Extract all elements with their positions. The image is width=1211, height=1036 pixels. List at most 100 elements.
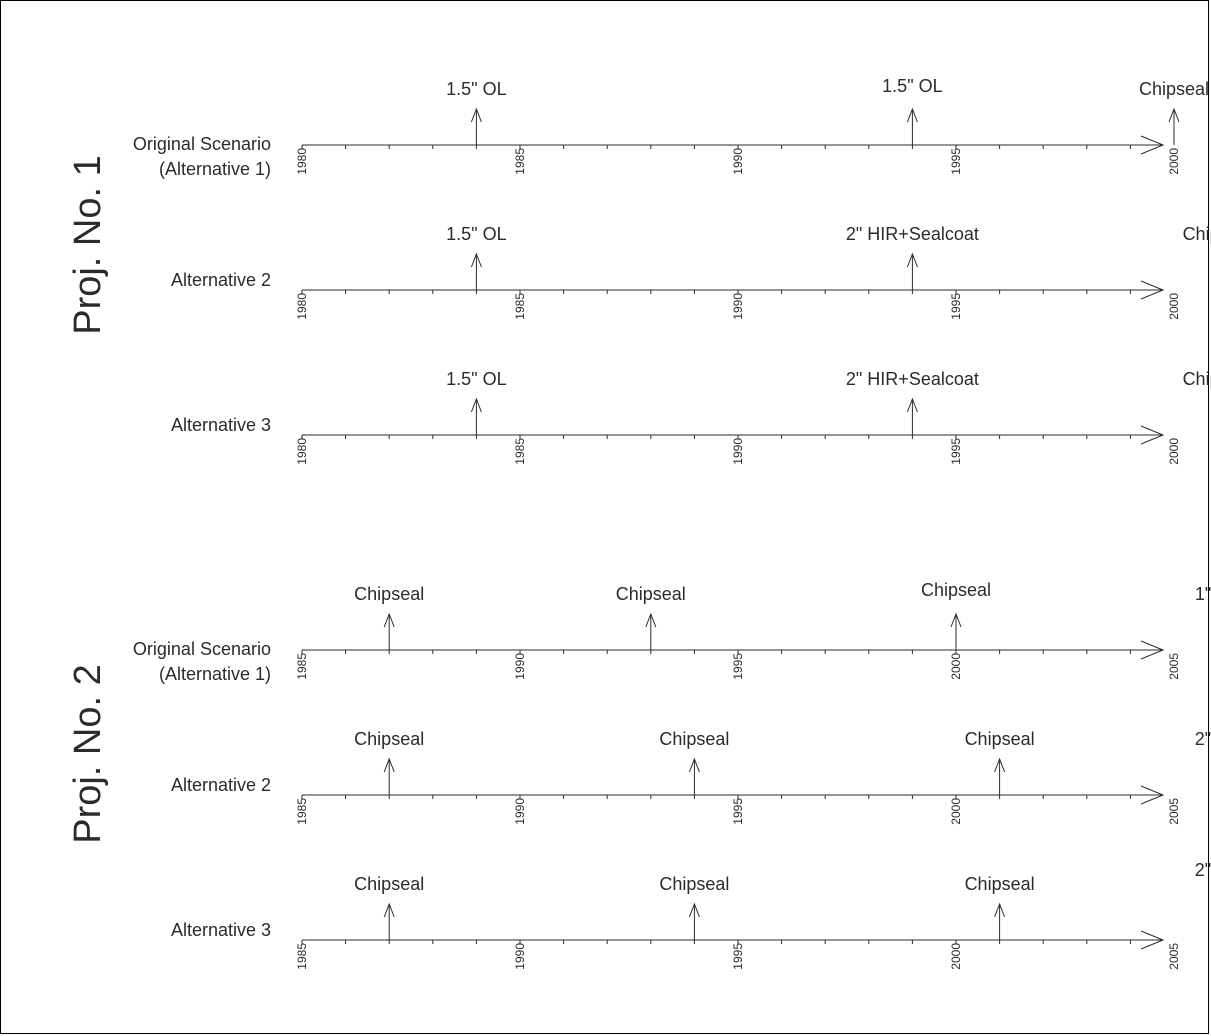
year-tick-label: 1985 [295, 943, 309, 970]
treatment-label: Chipseal [354, 729, 424, 749]
year-tick-label: 1995 [731, 798, 745, 825]
treatment-label: 2" HIR+Sealcoat [1195, 729, 1211, 749]
year-tick-label: 1990 [731, 148, 745, 175]
event-arrowhead [994, 902, 1006, 918]
year-tick-label: 1995 [731, 943, 745, 970]
year-tick-label: 1985 [295, 653, 309, 680]
treatment-event: 2" HIR+Sealcoat [846, 369, 979, 435]
year-tick-label: 2000 [1167, 438, 1181, 465]
event-arrowhead [383, 612, 395, 628]
year-tick-label: 1995 [949, 293, 963, 320]
axis-arrowhead [1140, 640, 1165, 660]
treatment-event: Chipseal [965, 729, 1035, 795]
treatment-event: Chipseal [1183, 369, 1211, 389]
timeline-label: (Alternative 1) [159, 664, 271, 684]
event-arrowhead [470, 252, 482, 268]
timeline-label: Original Scenario [133, 639, 271, 659]
year-tick-label: 1990 [513, 943, 527, 970]
timeline: Alternative 2198519901995200020052010201… [171, 729, 1211, 825]
treatment-event: 1.5" OL [882, 76, 943, 145]
event-arrowhead [1168, 107, 1180, 123]
event-arrowhead [906, 252, 918, 268]
year-tick-label: 1990 [731, 293, 745, 320]
treatment-event: Chipseal [1139, 79, 1209, 145]
treatment-event: Chipseal [354, 729, 424, 795]
treatment-label: Chipseal [1183, 224, 1211, 244]
timeline: Original Scenario (Alternative 1) 1985 1990… [133, 580, 1211, 684]
timeline-label: Alternative 3 [171, 920, 271, 940]
timeline: Original Scenario (Alternative 1) 1980 1985… [133, 76, 1209, 179]
year-tick-label: 1990 [513, 653, 527, 680]
treatment-label: Chipseal [1139, 79, 1209, 99]
project-title: Proj. No. 1 [67, 155, 109, 335]
event-arrowhead [688, 757, 700, 773]
year-tick-label: 1985 [513, 293, 527, 320]
treatment-event: Chipseal [965, 874, 1035, 940]
year-tick-label: 2000 [1167, 293, 1181, 320]
year-tick-label: 1995 [731, 653, 745, 680]
treatment-event: 1" OL [1195, 584, 1211, 604]
year-tick-label: 1995 [949, 148, 963, 175]
treatment-event: Chipseal [616, 584, 686, 650]
year-tick-label: 1990 [731, 438, 745, 465]
treatment-label: 1.5" OL [446, 224, 506, 244]
treatment-label: 1" OL [1195, 584, 1211, 604]
treatment-event: 2" HIR+Sealcoat [846, 224, 979, 290]
year-tick-label: 2005 [1167, 943, 1181, 970]
treatment-label: Chipseal [659, 729, 729, 749]
axis-arrowhead [1140, 280, 1165, 300]
year-tick-label: 1995 [949, 438, 963, 465]
treatment-label: Chipseal [965, 874, 1035, 894]
treatment-label: 2" HIR+Sealcoat [846, 369, 979, 389]
treatment-label: Chipseal [659, 874, 729, 894]
project-title: Proj. No. 2 [67, 664, 109, 844]
year-tick-label: 1985 [295, 798, 309, 825]
treatment-event: 1.5" OL [446, 79, 507, 145]
treatment-label: Chipseal [921, 580, 991, 600]
treatment-label: 1.5" OL [446, 369, 506, 389]
treatment-event: 1.5" OL [446, 369, 507, 435]
year-tick-label: 2000 [949, 653, 963, 680]
treatment-label: Chipseal [354, 874, 424, 894]
project-1: Proj. No. 1 Original Scenario (Alternative… [67, 76, 1211, 465]
treatment-label: 1.5" OL [882, 76, 942, 96]
event-arrowhead [383, 757, 395, 773]
timeline: Alternative 3198019851990199520002005201… [171, 369, 1211, 465]
treatment-event: 2" HIR+Sealcoat [1195, 860, 1211, 880]
event-arrowhead [645, 612, 657, 628]
year-tick-label: 1985 [513, 438, 527, 465]
treatment-label: 2" HIR+Sealcoat [846, 224, 979, 244]
treatment-event: 1.5" OL [446, 224, 507, 290]
year-tick-label: 1985 [513, 148, 527, 175]
treatment-label: 2" HIR+Sealcoat [1195, 860, 1211, 880]
timeline-label: Alternative 2 [171, 775, 271, 795]
event-arrowhead [688, 902, 700, 918]
event-arrowhead [906, 107, 918, 123]
event-arrowhead [470, 397, 482, 413]
project-2: Proj. No. 2 Original Scenario (Alternative… [67, 580, 1211, 970]
treatment-event: Chipseal [659, 729, 729, 795]
axis-arrowhead [1140, 930, 1165, 950]
treatment-event: Chipseal [354, 874, 424, 940]
year-tick-label: 2005 [1167, 653, 1181, 680]
treatment-event: Chipseal [921, 580, 991, 650]
year-tick-label: 2000 [949, 943, 963, 970]
treatment-event: 2" HIR+Sealcoat [1195, 729, 1211, 749]
event-arrowhead [906, 397, 918, 413]
treatment-label: Chipseal [354, 584, 424, 604]
treatment-event: Chipseal [659, 874, 729, 940]
timeline: Alternative 2198019851990199520002005201… [171, 224, 1211, 320]
year-tick-label: 1980 [295, 438, 309, 465]
year-tick-label: 2000 [949, 798, 963, 825]
year-tick-label: 1980 [295, 148, 309, 175]
treatment-label: Chipseal [616, 584, 686, 604]
event-arrowhead [383, 902, 395, 918]
treatment-label: Chipseal [965, 729, 1035, 749]
event-arrowhead [994, 757, 1006, 773]
timeline: Alternative 3198519901995200020052010201… [171, 860, 1211, 970]
treatment-event: Chipseal [354, 584, 424, 650]
timeline-label: (Alternative 1) [159, 159, 271, 179]
axis-arrowhead [1140, 135, 1165, 155]
